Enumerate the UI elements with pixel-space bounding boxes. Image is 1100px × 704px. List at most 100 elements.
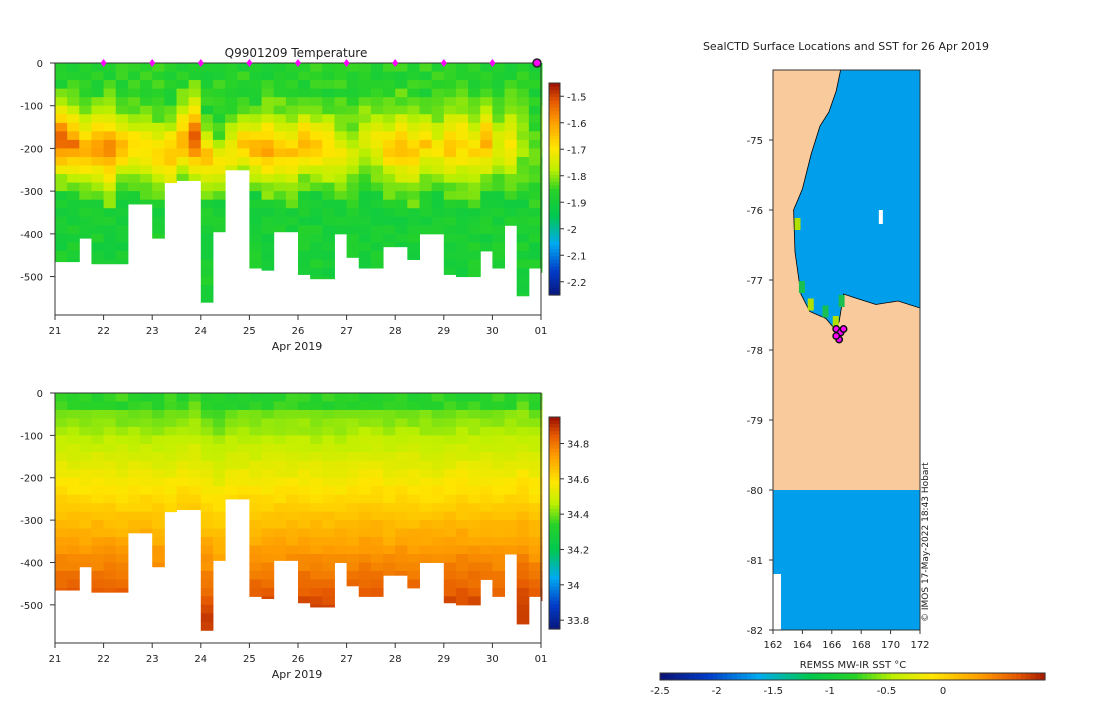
temperature-cell [370,174,384,184]
salinity-cell [322,579,335,589]
salinity-cell [273,503,287,513]
salinity-cell [492,393,506,402]
salinity-cell [516,579,530,589]
colorbar-swatch [549,526,560,531]
colorbar-swatch [549,249,560,254]
salinity-cell [407,426,420,436]
temperature-cell [468,97,481,107]
sst-colorbar-swatch [866,673,873,680]
sst-colorbar-swatch [992,673,998,680]
map-y-tick-label: -77 [747,276,763,287]
temperature-cell [358,71,372,81]
sst-colorbar-swatch [915,673,921,680]
temperature-cell [212,139,226,149]
salinity-cell [164,469,177,479]
temperature-cell [455,139,469,149]
colorbar-swatch [549,417,560,422]
salinity-cell [504,528,518,538]
colorbar-swatch [549,97,560,102]
temperature-cell [480,199,493,209]
temperature-cell [516,293,530,297]
salinity-cell [358,486,372,496]
temperature-cell [55,165,68,175]
temperature-cell [468,80,481,90]
salinity-cell [395,426,408,436]
temperature-cell [322,233,335,243]
salinity-cell [249,579,263,589]
salinity-cell [103,418,117,428]
salinity-cell [200,579,214,589]
temperature-cell [103,233,117,243]
colorbar-tick-label: 34 [567,581,580,592]
salinity-cell [212,486,226,496]
temperature-cell [322,276,335,280]
temperature-cell [91,114,105,124]
temperature-cell [346,225,360,235]
salinity-cell [237,477,250,487]
temperature-cell [528,88,542,98]
temperature-cell [152,122,165,132]
salinity-cell [91,562,105,572]
sst-colorbar: -2.5 -2 -1.5 -1 -0.5 0 [650,672,1046,697]
temperature-cell [455,199,469,209]
colorbar-swatch [549,579,560,584]
salinity-cell [383,570,396,576]
temperature-cell [212,80,226,90]
salinity-cell [407,418,420,428]
temperature-cell [346,148,360,158]
salinity-cell [164,477,177,487]
salinity-cell [310,418,323,428]
salinity-cell [261,554,275,563]
temperature-cell [370,225,384,235]
salinity-cell [480,562,493,572]
temperature-cell [79,191,92,201]
salinity-cell [67,528,80,538]
sst-colorbar-swatch [857,673,863,680]
salinity-cell [298,596,311,604]
salinity-cell [492,401,506,411]
temperature-cell [346,174,360,184]
salinity-cell [504,520,518,530]
colorbar-swatch [549,445,560,450]
salinity-cell [334,452,348,462]
salinity-cell [455,486,469,496]
temperature-cell [504,88,518,98]
temperature-cell [370,105,384,115]
x-tick-label: 27 [340,654,353,665]
temperature-cell [541,208,543,218]
temperature-cell [67,250,80,260]
colorbar-tick-label: -1.9 [567,198,587,209]
temperature-cell [212,71,226,81]
colorbar-swatch [549,171,560,176]
map-y-tick-label: -76 [747,206,763,217]
salinity-cell [298,520,311,530]
temperature-cell [541,105,543,115]
salinity-cell [504,511,518,521]
salinity-cell [528,469,542,479]
temperature-cell [249,63,263,73]
salinity-xlabel: Apr 2019 [272,668,323,681]
salinity-cell [407,477,420,487]
temperature-cell [395,71,408,81]
temperature-cell [492,250,506,260]
salinity-cell [261,562,275,572]
temperature-cell [334,63,348,73]
salinity-cell [115,435,129,445]
salinity-cell [358,554,372,563]
salinity-cell [67,409,80,419]
temperature-cell [480,148,493,158]
temperature-cell [480,131,493,141]
temperature-cell [346,114,360,124]
salinity-cell [237,426,250,436]
salinity-cell [322,401,335,411]
temperature-cell [152,148,165,158]
temperature-cell [492,199,506,209]
salinity-cell [419,486,433,496]
temperature-cell [310,225,323,235]
map-y-tick-label: -81 [747,556,763,567]
salinity-cell [419,503,433,513]
temperature-cell [55,216,68,226]
temperature-cell [127,165,141,175]
temperature-cell [55,156,68,167]
sst-colorbar-tick-label: -1 [825,686,835,697]
